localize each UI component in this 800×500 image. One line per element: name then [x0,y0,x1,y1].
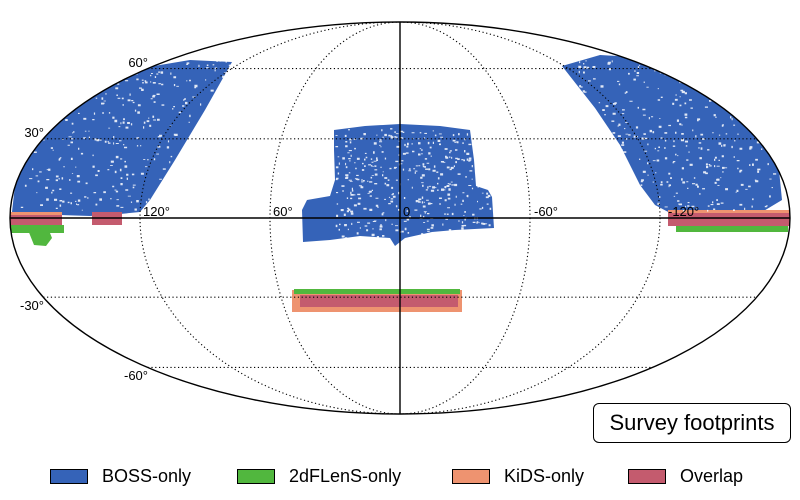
footprint-boss-ngc [302,124,494,246]
map-title: Survey footprints [609,410,774,436]
lon-label-minus120: -120° [668,204,699,219]
legend-label-kids: KiDS-only [504,466,584,487]
footprint-overlap-south [300,295,458,307]
footprint-2dflens-south [294,289,460,294]
lon-label-0: 0 [403,204,410,219]
legend-swatch-overlap [628,469,666,484]
legend-swatch-kids [452,469,490,484]
footprint-boss-sgc-left [12,60,232,216]
footprint-2dflens-patch [28,228,52,246]
legend-label-boss: BOSS-only [102,466,191,487]
legend-item-2dflens: 2dFLenS-only [237,464,401,488]
lat-label-60: 60° [128,55,148,70]
legend-swatch-2dflens [237,469,275,484]
legend-swatch-boss [50,469,88,484]
legend-item-overlap: Overlap [628,464,743,488]
title-box: Survey footprints [593,403,791,443]
lat-label-30: 30° [24,125,44,140]
legend-item-boss: BOSS-only [50,464,191,488]
legend-label-2dflens: 2dFLenS-only [289,466,401,487]
legend: BOSS-only 2dFLenS-only KiDS-only Overlap [0,460,800,492]
legend-label-overlap: Overlap [680,466,743,487]
lon-label-60: 60° [273,204,293,219]
footprint-2dflens-right [676,226,788,232]
lat-label-minus60: -60° [124,368,148,383]
legend-item-kids: KiDS-only [452,464,584,488]
lat-label-minus30: -30° [20,298,44,313]
footprint-kids-left [10,212,62,215]
lon-label-minus60: -60° [534,204,558,219]
lon-label-120: 120° [143,204,170,219]
